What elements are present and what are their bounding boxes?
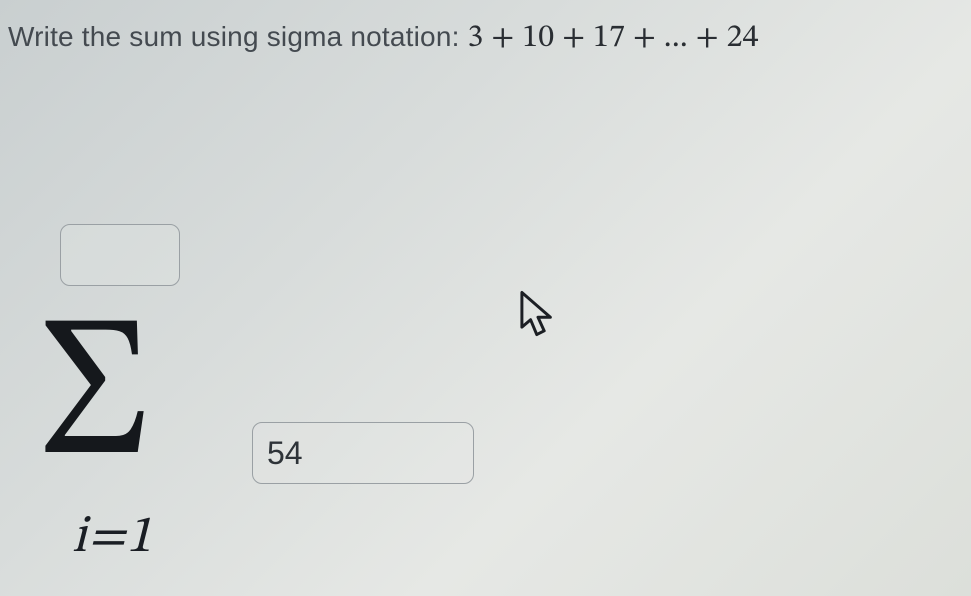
upper-limit-input[interactable]	[60, 224, 180, 286]
mouse-cursor-icon	[518, 290, 558, 342]
question-prompt: Write the sum using sigma notation: 3 + …	[8, 18, 759, 58]
lower-index-text: i=1	[72, 512, 153, 564]
summand-input[interactable]	[252, 422, 474, 484]
sigma-symbol: Σ	[40, 300, 149, 500]
lower-index-label: i=1	[72, 506, 153, 571]
prompt-label: Write the sum using sigma notation:	[8, 21, 460, 52]
prompt-math-expression: 3 + 10 + 17 + ... + 24	[468, 22, 759, 54]
